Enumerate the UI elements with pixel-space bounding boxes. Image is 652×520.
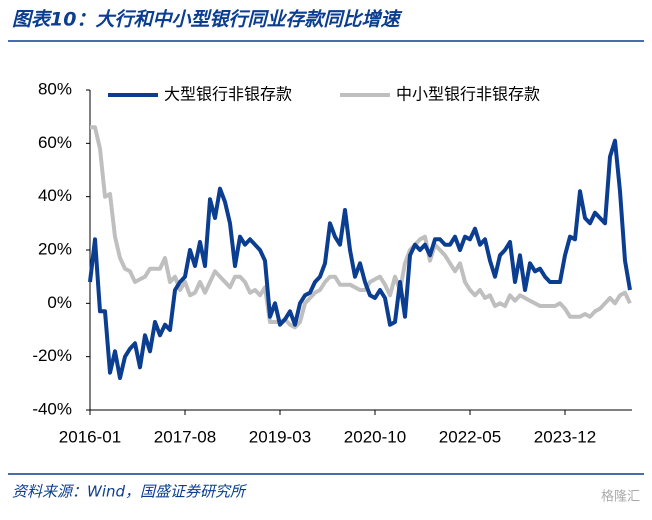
legend-label: 中小型银行非银存款 <box>396 85 540 104</box>
y-tick-label: 0% <box>47 293 72 312</box>
series-line <box>90 125 632 330</box>
x-tick-label: 2022-05 <box>439 427 501 446</box>
y-tick-label: -20% <box>32 346 72 365</box>
source: 资料来源：Wind，国盛证券研究所 <box>12 483 247 501</box>
y-tick-label: 20% <box>38 239 72 258</box>
y-tick-label: -40% <box>32 399 72 418</box>
x-tick-label: 2016-01 <box>59 427 121 446</box>
legend-label: 大型银行非银存款 <box>164 85 292 104</box>
chart-title: 图表10：大行和中小型银行同业存款同比增速 <box>12 9 402 31</box>
watermark: 格隆汇 <box>601 489 640 505</box>
x-tick-label: 2020-10 <box>344 427 406 446</box>
x-tick-label: 2023-12 <box>534 427 596 446</box>
y-tick-label: 60% <box>38 133 72 152</box>
x-tick-label: 2017-08 <box>154 427 216 446</box>
series-line <box>88 138 632 380</box>
y-tick-label: 80% <box>38 79 72 98</box>
x-tick-label: 2019-03 <box>249 427 311 446</box>
y-tick-label: 40% <box>38 186 72 205</box>
